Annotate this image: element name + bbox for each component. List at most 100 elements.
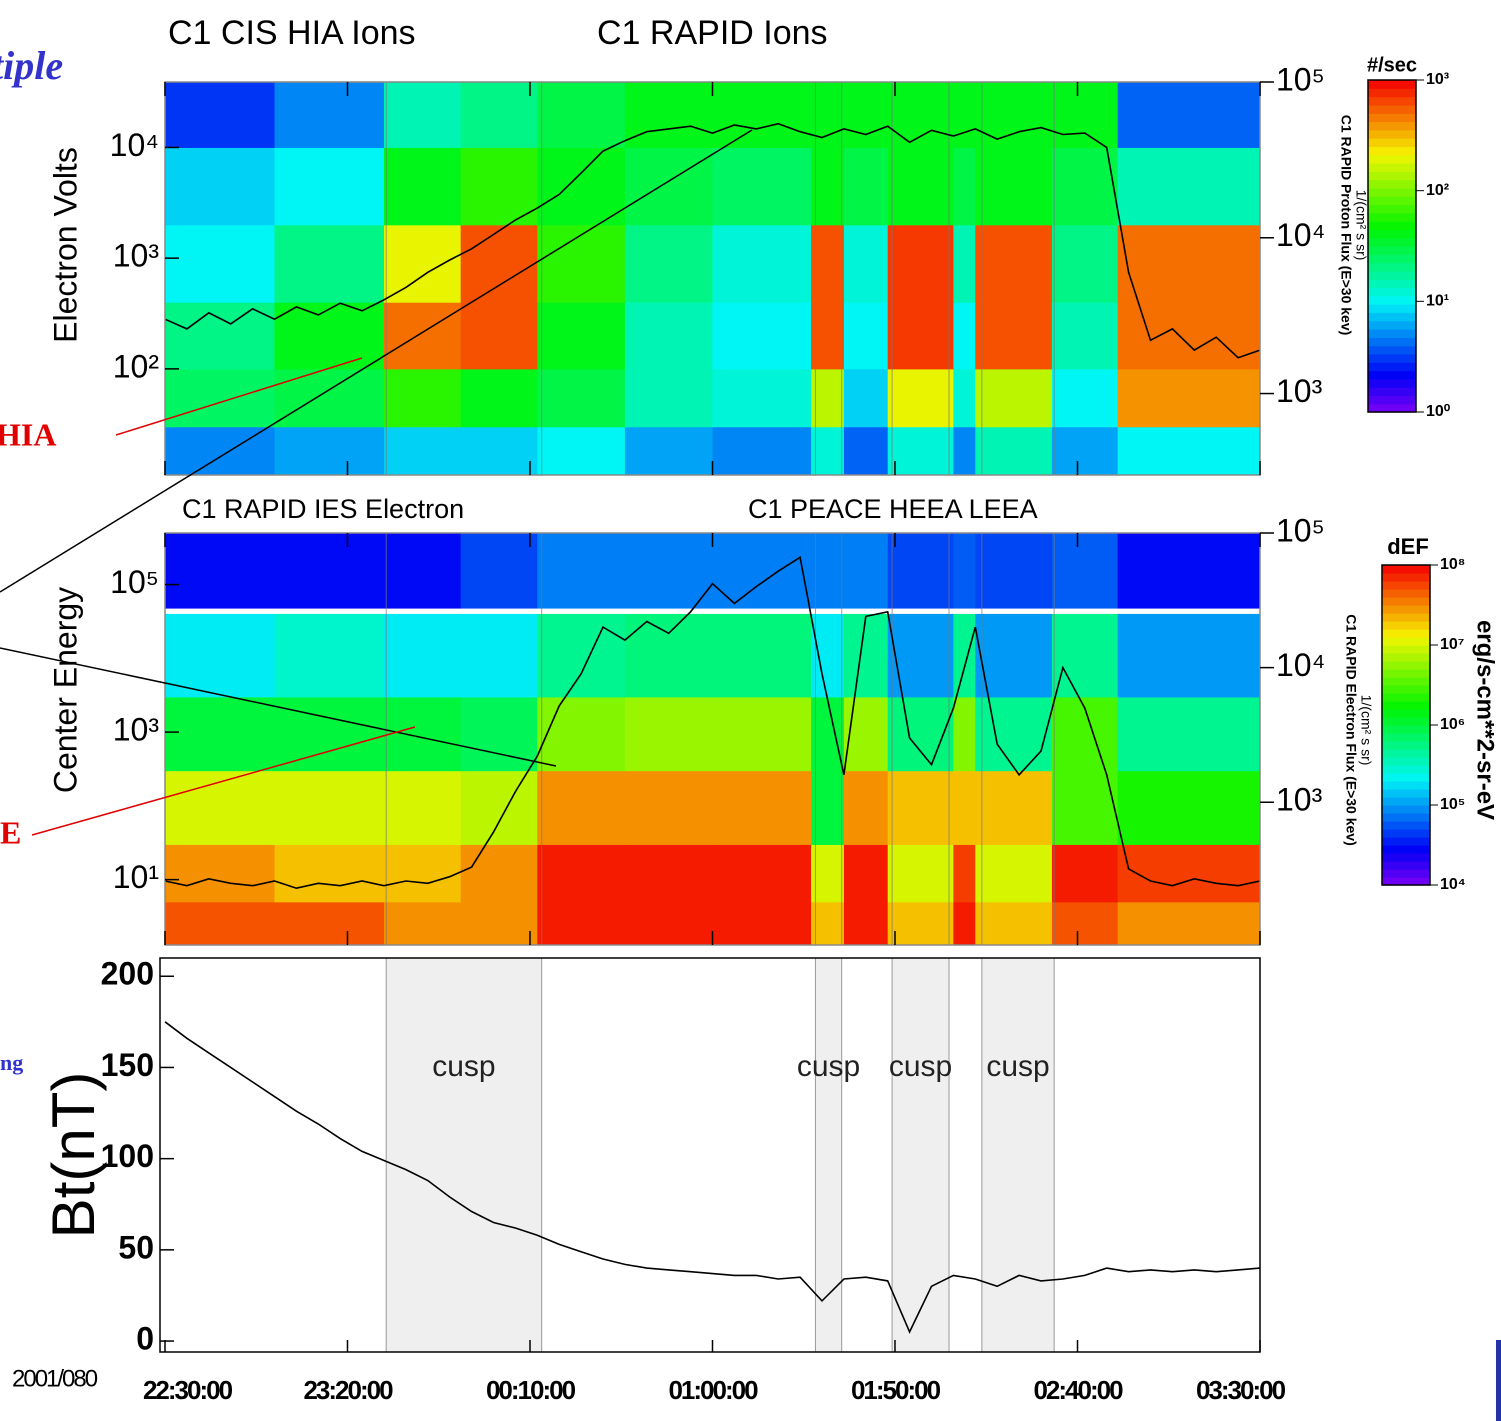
colorbar-slice: [1382, 757, 1430, 766]
heatmap-cell: [624, 613, 713, 698]
colorbar-tick-label: 10⁸: [1440, 556, 1465, 573]
heatmap-cell: [460, 901, 538, 946]
colorbar-slice: [1368, 138, 1416, 147]
colorbar-slice: [1368, 262, 1416, 272]
colorbar-slice: [1368, 171, 1416, 181]
y-tick-label: 100: [101, 1138, 154, 1174]
y2-tick-label: 10⁴: [1276, 647, 1325, 683]
heatmap-cell: [624, 82, 713, 148]
x-tick-label: 03:30:00: [1196, 1375, 1286, 1405]
heatmap-cell: [712, 696, 812, 772]
colorbar-slice: [1368, 246, 1416, 255]
heatmap-cell: [624, 224, 713, 303]
heatmap-cell: [384, 901, 462, 946]
colorbar-slice: [1368, 279, 1416, 289]
colorbar-slice: [1368, 370, 1416, 380]
heatmap-cell: [165, 224, 275, 303]
colorbar-slice: [1382, 709, 1430, 718]
heatmap-cell: [712, 533, 812, 609]
colorbar-slice: [1368, 80, 1416, 89]
y2-tick-label: 10³: [1276, 782, 1323, 818]
overlay-line: [164, 555, 1261, 890]
heatmap-cell: [460, 613, 538, 698]
heatmap-cell: [887, 147, 954, 226]
colorbar-slice: [1382, 773, 1430, 782]
y2-tick-label: 10³: [1276, 373, 1323, 409]
heatmap-cell: [1051, 844, 1119, 903]
colorbar-slice: [1382, 645, 1430, 654]
heatmap-cell: [887, 533, 954, 609]
heatmap-cell: [811, 426, 845, 476]
colorbar-slice: [1368, 329, 1416, 338]
y2-tick-label: 10⁴: [1276, 217, 1325, 253]
heatmap-cell: [843, 147, 889, 226]
colorbar-slice: [1382, 837, 1430, 846]
bt-line: [164, 1021, 1261, 1334]
y-tick-label: 10³: [113, 712, 160, 748]
colorbar-slice: [1368, 395, 1416, 405]
heatmap-cell: [537, 844, 626, 903]
heatmap-cell: [274, 147, 385, 226]
colorbar-slice: [1368, 96, 1416, 106]
colorbar-slice: [1368, 378, 1416, 388]
colorbar-slice: [1382, 661, 1430, 670]
colorbar-slice: [1368, 212, 1416, 222]
heatmap-cell: [537, 147, 626, 226]
heatmap-cell: [887, 302, 954, 370]
x-tick-label: 01:00:00: [668, 1375, 758, 1405]
panel-title: C1 RAPID IES Electron: [182, 494, 464, 524]
y-tick-label: 150: [101, 1047, 154, 1083]
colorbar-slice: [1382, 653, 1430, 662]
cusp-band: [814, 957, 843, 1353]
heatmap-cell: [712, 770, 812, 845]
y-tick-label: 10⁴: [110, 127, 159, 163]
slide-text: HIA: [0, 416, 56, 452]
annotation-line: [31, 726, 416, 836]
heatmap-cell: [843, 770, 889, 845]
heatmap-cell: [165, 770, 275, 845]
heatmap-cell: [1117, 533, 1261, 609]
heatmap-cell: [811, 302, 845, 370]
heatmap-cell: [975, 844, 1053, 903]
y-axis-label: Bt(nT): [40, 1072, 107, 1239]
heatmap-cell: [712, 613, 812, 698]
heatmap-cell: [887, 368, 954, 428]
heatmap-cell: [811, 696, 845, 772]
heatmap-cell: [975, 426, 1053, 476]
colorbar-slice: [1368, 345, 1416, 355]
colorbar-slice: [1382, 733, 1430, 742]
heatmap-cell: [712, 901, 812, 946]
colorbar-slice: [1382, 701, 1430, 710]
cusp-label: cusp: [432, 1050, 495, 1083]
colorbar-title: #/sec: [1367, 54, 1417, 76]
heatmap-cell: [537, 770, 626, 845]
heatmap-cell: [1051, 82, 1119, 148]
heatmap-cell: [1117, 302, 1261, 370]
colorbar-tick-label: 10²: [1426, 182, 1449, 199]
y-tick-label: 10²: [113, 348, 160, 384]
heatmap-cell: [274, 302, 385, 370]
heatmap-cell: [624, 426, 713, 476]
colorbar-slice: [1382, 805, 1430, 814]
colorbar-unit: erg/s-cm**2-sr-eV: [1472, 620, 1499, 820]
heatmap-cell: [843, 901, 889, 946]
y2-axis-label: C1 RAPID Proton Flux (E>30 kev): [1338, 115, 1354, 336]
heatmap-cell: [843, 224, 889, 303]
heatmap-cell: [843, 533, 889, 609]
colorbar-slice: [1368, 237, 1416, 247]
y-tick-label: 0: [136, 1321, 154, 1357]
cusp-label: cusp: [797, 1050, 860, 1083]
colorbar-slice: [1368, 287, 1416, 297]
heatmap-cell: [953, 901, 976, 946]
heatmap-cell: [712, 368, 812, 428]
colorbar-slice: [1368, 113, 1416, 123]
heatmap-cell: [274, 613, 385, 698]
colorbar-slice: [1382, 765, 1430, 774]
colorbar-slice: [1368, 121, 1416, 131]
colorbar-slice: [1382, 613, 1430, 622]
heatmap-cell: [975, 147, 1053, 226]
colorbar-tick-label: 10⁷: [1440, 636, 1464, 653]
colorbar-slice: [1382, 581, 1430, 590]
heatmap-cell: [811, 368, 845, 428]
heatmap-cell: [712, 844, 812, 903]
